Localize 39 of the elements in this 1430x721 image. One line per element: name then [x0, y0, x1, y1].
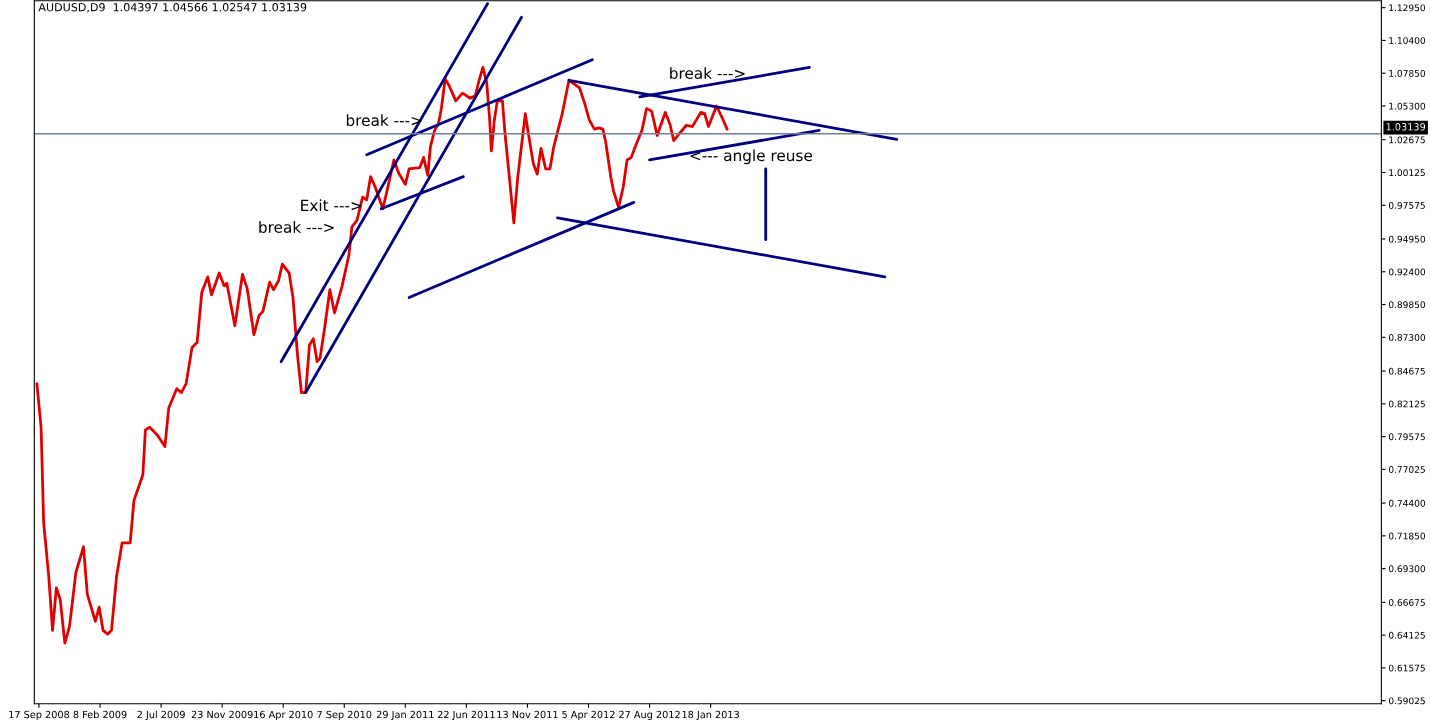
annotation: <--- angle reuse — [690, 149, 812, 165]
y-tick-label: 0.89850 — [1388, 301, 1426, 309]
y-tick-label: 0.59025 — [1388, 697, 1425, 705]
x-tick-label: 27 Aug 2012 — [619, 710, 680, 721]
y-tick-label: 1.12950 — [1389, 4, 1426, 12]
y-tick-label: 0.94950 — [1388, 235, 1426, 243]
y-tick-label: 1.00125 — [1389, 169, 1425, 177]
ref-line-label: 1.03139 — [1386, 123, 1426, 131]
y-tick-label: 1.07850 — [1389, 69, 1426, 77]
y-tick-label: 1.10400 — [1389, 37, 1426, 44]
y-tick-label: 0.69300 — [1388, 565, 1426, 573]
x-tick-label: 22 Jun 2011 — [437, 710, 495, 720]
y-tick-label: 0.87300 — [1388, 334, 1426, 341]
x-tick-label: 23 Nov 2009 — [191, 710, 253, 719]
y-tick-label: 0.82125 — [1388, 400, 1425, 408]
y-tick-label: 1.02675 — [1389, 136, 1425, 144]
y-tick-label: 0.61575 — [1388, 664, 1425, 672]
annotation: break ---> — [670, 67, 745, 79]
y-tick-label: 0.64125 — [1388, 631, 1425, 639]
x-tick-label: 5 Apr 2012 — [562, 710, 615, 721]
x-tick-label: 29 Jan 2011 — [376, 710, 434, 720]
y-tick-label: 0.74400 — [1388, 499, 1426, 507]
x-tick-label: 8 Feb 2009 — [73, 710, 127, 719]
y-tick-label: 0.92400 — [1388, 268, 1426, 276]
x-tick-label: 18 Jan 2013 — [682, 710, 739, 720]
x-tick-label: 16 Apr 2010 — [254, 710, 313, 721]
x-tick-label: 17 Sep 2008 — [9, 710, 70, 721]
y-tick-label: 0.66675 — [1388, 599, 1425, 606]
y-tick-label: 0.97575 — [1388, 201, 1425, 209]
chart-title: AUDUSD,D9 1.04397 1.04566 1.02547 1.03139 — [38, 3, 307, 13]
y-tick-label: 0.77025 — [1388, 466, 1425, 473]
x-tick-label: 13 Nov 2011 — [497, 710, 558, 719]
annotation: break ---> — [259, 221, 334, 233]
y-tick-label: 0.71850 — [1388, 532, 1426, 540]
y-tick-label: 1.05300 — [1389, 102, 1426, 110]
y-tick-label: 0.84675 — [1388, 367, 1425, 375]
y-tick-label: 0.79575 — [1388, 433, 1425, 441]
x-tick-label: 2 Jul 2009 — [137, 710, 185, 720]
x-tick-label: 7 Sep 2010 — [317, 710, 372, 721]
